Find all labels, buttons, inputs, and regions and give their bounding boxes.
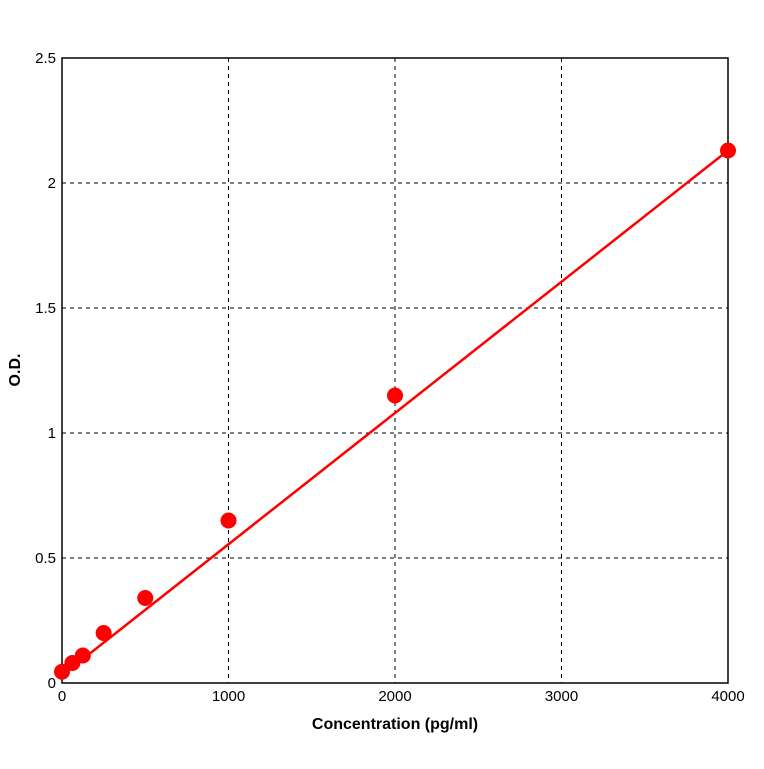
x-axis-label: Concentration (pg/ml) bbox=[312, 716, 478, 733]
y-tick-label: 2.5 bbox=[35, 50, 56, 67]
data-point bbox=[220, 512, 237, 529]
y-tick-label: 0 bbox=[48, 675, 56, 692]
data-point bbox=[95, 625, 112, 641]
y-ticks: 0 0.5 1 1.5 2 2.5 bbox=[35, 50, 56, 692]
x-tick-label: 1000 bbox=[212, 688, 245, 705]
x-tick-label: 3000 bbox=[545, 688, 578, 705]
x-tick-label: 4000 bbox=[711, 688, 744, 705]
data-point bbox=[720, 142, 736, 159]
y-tick-label: 1.5 bbox=[35, 300, 56, 317]
y-tick-label: 1 bbox=[48, 425, 56, 442]
x-tick-label: 0 bbox=[58, 688, 66, 705]
y-axis-label: O.D. bbox=[7, 354, 24, 387]
y-tick-label: 0.5 bbox=[35, 550, 56, 567]
y-tick-label: 2 bbox=[48, 175, 56, 192]
x-tick-label: 2000 bbox=[378, 688, 411, 705]
x-ticks: 0 1000 2000 3000 4000 bbox=[58, 688, 745, 705]
fit-line bbox=[61, 149, 729, 677]
data-point bbox=[74, 647, 91, 664]
grid bbox=[62, 58, 728, 683]
marks bbox=[54, 142, 736, 680]
data-point bbox=[387, 387, 403, 404]
data-point bbox=[137, 590, 154, 606]
plot-frame bbox=[61, 57, 729, 684]
